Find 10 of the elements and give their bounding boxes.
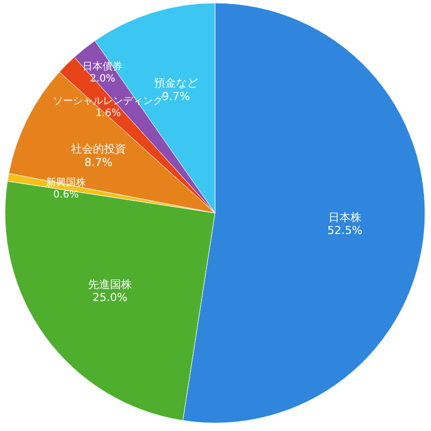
slice-label: 社会的投資 bbox=[71, 142, 126, 156]
data-label: 25.0% bbox=[92, 290, 128, 304]
slice-label: 日本債券 bbox=[82, 60, 123, 73]
slice-label: 先進国株 bbox=[88, 278, 132, 291]
data-label: 8.7% bbox=[84, 156, 112, 169]
data-label: 52.5% bbox=[327, 224, 362, 237]
data-label: 0.6% bbox=[53, 189, 79, 200]
slice-label: 預金など bbox=[154, 76, 198, 90]
slice-label: 日本株 bbox=[328, 210, 362, 224]
data-label: 9.7% bbox=[162, 90, 190, 103]
